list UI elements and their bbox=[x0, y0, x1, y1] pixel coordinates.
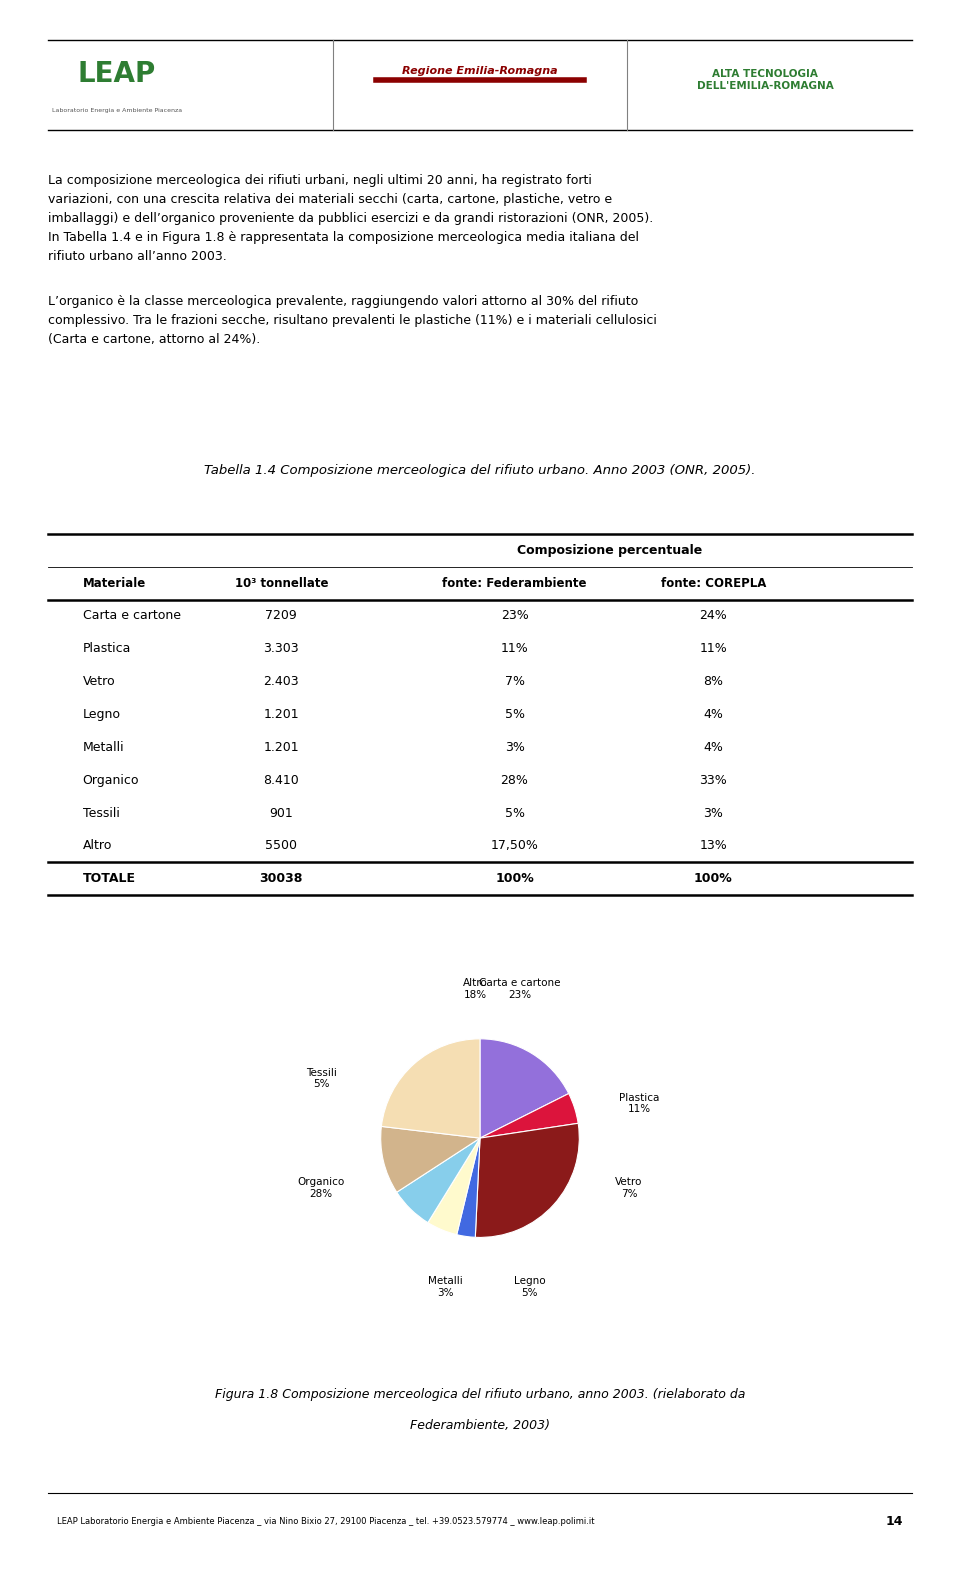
Text: 4%: 4% bbox=[704, 741, 723, 754]
Text: 1.201: 1.201 bbox=[263, 741, 300, 754]
Text: 2.403: 2.403 bbox=[263, 675, 300, 687]
Text: 3%: 3% bbox=[505, 741, 524, 754]
Text: 4%: 4% bbox=[704, 708, 723, 721]
Text: LEAP: LEAP bbox=[78, 60, 156, 89]
Text: 8.410: 8.410 bbox=[263, 773, 300, 787]
Text: fonte: COREPLA: fonte: COREPLA bbox=[660, 577, 766, 589]
Text: 30038: 30038 bbox=[259, 873, 303, 885]
Text: Metalli
3%: Metalli 3% bbox=[428, 1277, 463, 1297]
Text: Organico: Organico bbox=[83, 773, 139, 787]
Wedge shape bbox=[475, 1123, 579, 1237]
Text: 33%: 33% bbox=[700, 773, 727, 787]
Text: Vetro: Vetro bbox=[83, 675, 115, 687]
Text: Carta e cartone
23%: Carta e cartone 23% bbox=[479, 979, 561, 1000]
Text: fonte: Federambiente: fonte: Federambiente bbox=[443, 577, 587, 589]
Text: Plastica: Plastica bbox=[83, 643, 131, 656]
Text: Regione Emilia-Romagna: Regione Emilia-Romagna bbox=[402, 67, 558, 76]
Text: Federambiente, 2003): Federambiente, 2003) bbox=[410, 1419, 550, 1432]
Text: 5%: 5% bbox=[505, 806, 524, 819]
Text: Legno
5%: Legno 5% bbox=[514, 1277, 545, 1297]
Text: TOTALE: TOTALE bbox=[83, 873, 135, 885]
Text: 28%: 28% bbox=[500, 773, 529, 787]
Text: 1.201: 1.201 bbox=[263, 708, 300, 721]
Text: Figura 1.8 Composizione merceologica del rifiuto urbano, anno 2003. (rielaborato: Figura 1.8 Composizione merceologica del… bbox=[215, 1388, 745, 1400]
Text: 14: 14 bbox=[886, 1514, 903, 1527]
Text: 23%: 23% bbox=[501, 610, 528, 623]
Text: 13%: 13% bbox=[700, 840, 727, 852]
Text: La composizione merceologica dei rifiuti urbani, negli ultimi 20 anni, ha regist: La composizione merceologica dei rifiuti… bbox=[48, 174, 653, 263]
Text: LEAP Laboratorio Energia e Ambiente Piacenza _ via Nino Bixio 27, 29100 Piacenza: LEAP Laboratorio Energia e Ambiente Piac… bbox=[57, 1516, 594, 1525]
Text: Carta e cartone: Carta e cartone bbox=[83, 610, 180, 623]
Text: 11%: 11% bbox=[501, 643, 528, 656]
Text: Plastica
11%: Plastica 11% bbox=[618, 1093, 660, 1114]
Text: Metalli: Metalli bbox=[83, 741, 124, 754]
Text: 5500: 5500 bbox=[265, 840, 298, 852]
Text: 24%: 24% bbox=[700, 610, 727, 623]
Text: Tessili
5%: Tessili 5% bbox=[305, 1068, 337, 1090]
Text: L’organico è la classe merceologica prevalente, raggiungendo valori attorno al 3: L’organico è la classe merceologica prev… bbox=[48, 295, 657, 345]
Wedge shape bbox=[480, 1093, 578, 1139]
Wedge shape bbox=[428, 1139, 480, 1234]
Text: Materiale: Materiale bbox=[83, 577, 146, 589]
Wedge shape bbox=[396, 1139, 480, 1223]
Text: Tabella 1.4 Composizione merceologica del rifiuto urbano. Anno 2003 (ONR, 2005).: Tabella 1.4 Composizione merceologica de… bbox=[204, 464, 756, 477]
Text: Legno: Legno bbox=[83, 708, 121, 721]
Text: Organico
28%: Organico 28% bbox=[298, 1177, 345, 1199]
Text: 7209: 7209 bbox=[265, 610, 298, 623]
Text: 7%: 7% bbox=[505, 675, 524, 687]
Text: 3.303: 3.303 bbox=[263, 643, 300, 656]
Text: 100%: 100% bbox=[694, 873, 732, 885]
Text: 17,50%: 17,50% bbox=[491, 840, 539, 852]
Text: 10³ tonnellate: 10³ tonnellate bbox=[234, 577, 328, 589]
Text: Vetro
7%: Vetro 7% bbox=[615, 1177, 642, 1199]
Wedge shape bbox=[480, 1039, 568, 1139]
Text: Composizione percentuale: Composizione percentuale bbox=[517, 543, 702, 556]
Wedge shape bbox=[457, 1139, 480, 1237]
Text: Laboratorio Energia e Ambiente Piacenza: Laboratorio Energia e Ambiente Piacenza bbox=[52, 108, 182, 112]
Text: 5%: 5% bbox=[505, 708, 524, 721]
Text: 3%: 3% bbox=[704, 806, 723, 819]
Text: Altro: Altro bbox=[83, 840, 112, 852]
Wedge shape bbox=[381, 1126, 480, 1193]
Text: ALTA TECNOLOGIA
DELL'EMILIA-ROMAGNA: ALTA TECNOLOGIA DELL'EMILIA-ROMAGNA bbox=[697, 70, 833, 90]
Text: Tessili: Tessili bbox=[83, 806, 119, 819]
Text: 8%: 8% bbox=[704, 675, 723, 687]
Text: 11%: 11% bbox=[700, 643, 727, 656]
Text: Altro
18%: Altro 18% bbox=[463, 979, 488, 1000]
Text: 100%: 100% bbox=[495, 873, 534, 885]
Text: 901: 901 bbox=[270, 806, 293, 819]
Wedge shape bbox=[381, 1039, 480, 1139]
